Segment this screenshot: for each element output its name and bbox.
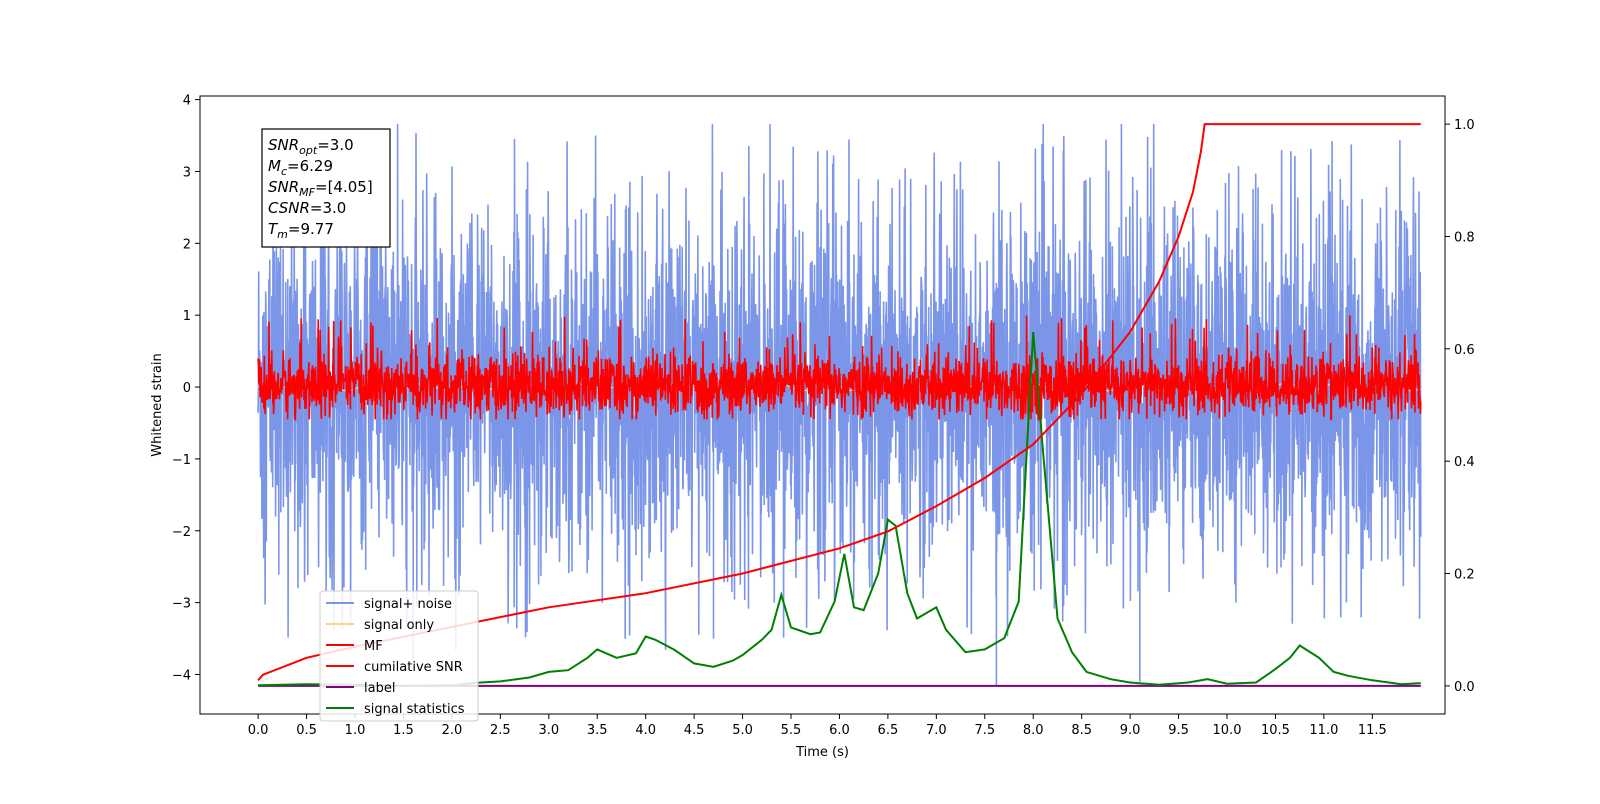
- info-rest: =3.0: [310, 199, 346, 217]
- x-tick-label: 1.5: [393, 723, 414, 738]
- y-tick-label: 0: [183, 381, 191, 396]
- info-box-line: SNRMF=[4.05]: [268, 178, 373, 199]
- x-tick-label: 1.0: [345, 723, 366, 738]
- x-tick-label: 6.5: [878, 723, 899, 738]
- info-box-line: SNRopt=3.0: [268, 136, 354, 157]
- y-tick-label: 2: [183, 237, 191, 252]
- x-tick-label: 4.5: [684, 723, 705, 738]
- legend-label: signal only: [364, 618, 434, 633]
- x-tick-label: 10.0: [1213, 723, 1242, 738]
- y-tick-label: −3: [172, 597, 191, 612]
- legend-label: label: [364, 681, 395, 696]
- x-tick-label: 8.0: [1023, 723, 1044, 738]
- x-tick-label: 9.5: [1168, 723, 1189, 738]
- y2-tick-label: 0.4: [1454, 455, 1475, 470]
- info-box-line: Mc=6.29: [268, 157, 333, 178]
- legend-label: cumilative SNR: [364, 660, 463, 675]
- x-tick-label: 5.5: [781, 723, 802, 738]
- x-tick-label: 0.0: [248, 723, 269, 738]
- legend-label: MF: [364, 639, 383, 654]
- y2-tick-label: 0.6: [1454, 343, 1475, 358]
- info-base: SNR: [268, 136, 299, 154]
- info-box-line: CSNR=3.0: [268, 199, 346, 217]
- x-tick-label: 4.0: [635, 723, 656, 738]
- x-tick-label: 2.5: [490, 723, 511, 738]
- x-tick-label: 2.0: [442, 723, 463, 738]
- axes-layer: 0.0 0.5 1.0 1.5 2.0 2.5 3.0 3.5 4.0 4.5 5.0 5.5 6.0 6…: [150, 94, 1475, 760]
- plot-layer: [257, 123, 1422, 687]
- info-rest: =[4.05]: [315, 178, 373, 196]
- series-signal-statistics-line: [258, 331, 1421, 687]
- info-sub: m: [277, 228, 288, 241]
- y2-tick-label: 1.0: [1454, 118, 1475, 133]
- x-tick-label: 10.5: [1261, 723, 1290, 738]
- y-axis-label: Whitened strain: [150, 353, 165, 456]
- info-sub: c: [281, 165, 287, 178]
- x-tick-label: 9.0: [1120, 723, 1141, 738]
- legend-label: signal+ noise: [364, 597, 452, 612]
- x-tick-label: 3.0: [538, 723, 559, 738]
- x-tick-label: 5.0: [732, 723, 753, 738]
- y-tick-label: −2: [172, 525, 191, 540]
- info-base: CSNR: [268, 199, 310, 217]
- x-tick-label: 6.0: [829, 723, 850, 738]
- y2-tick-label: 0.8: [1454, 230, 1475, 245]
- x-tick-label: 3.5: [587, 723, 608, 738]
- plot-frame: [199, 95, 1446, 715]
- x-tick-label: 8.5: [1071, 723, 1092, 738]
- info-base: M: [268, 157, 281, 175]
- info-rest: =6.29: [287, 157, 333, 175]
- info-sub: MF: [299, 186, 315, 199]
- x-tick-label: 7.5: [974, 723, 995, 738]
- series-group: [257, 123, 1422, 687]
- legend-box: [319, 590, 479, 722]
- info-rest: =9.77: [288, 220, 334, 238]
- y-tick-label: 4: [183, 94, 191, 109]
- info-base: T: [268, 220, 279, 238]
- x-tick-label: 11.0: [1309, 723, 1338, 738]
- y2-tick-label: 0.2: [1454, 568, 1475, 583]
- info-base: SNR: [268, 178, 299, 196]
- series-signal-noise-line: [257, 123, 1422, 686]
- y-tick-label: 3: [183, 165, 191, 180]
- x-tick-label: 0.5: [296, 723, 317, 738]
- x-tick-label: 11.5: [1358, 723, 1387, 738]
- x-tick-label: 7.0: [926, 723, 947, 738]
- y-tick-label: −4: [172, 668, 191, 683]
- legend-label: signal statistics: [364, 702, 465, 717]
- info-rest: =3.0: [317, 136, 353, 154]
- series-mf-line: [257, 315, 1422, 421]
- info-box: [261, 128, 391, 248]
- y-tick-label: −1: [172, 453, 191, 468]
- overlay-layer: SNRopt=3.0Mc=6.29SNRMF=[4.05]CSNR=3.0Tm=…: [261, 128, 479, 722]
- info-box-line: Tm=9.77: [268, 220, 334, 241]
- y2-tick-label: 0.0: [1454, 680, 1475, 695]
- y-tick-label: 1: [183, 309, 191, 324]
- x-axis-label: Time (s): [795, 745, 849, 760]
- info-sub: opt: [299, 144, 318, 157]
